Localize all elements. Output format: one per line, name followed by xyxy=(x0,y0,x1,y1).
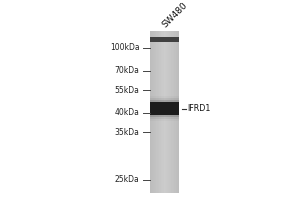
Bar xyxy=(176,31,177,193)
Text: 55kDa: 55kDa xyxy=(115,86,140,95)
Text: 100kDa: 100kDa xyxy=(110,43,140,52)
Text: SW480: SW480 xyxy=(161,1,190,29)
Bar xyxy=(160,31,161,193)
Bar xyxy=(162,31,163,193)
Bar xyxy=(163,31,164,193)
Text: IFRD1: IFRD1 xyxy=(188,104,211,113)
Bar xyxy=(169,31,170,193)
Bar xyxy=(170,31,171,193)
Bar xyxy=(157,31,158,193)
Text: 35kDa: 35kDa xyxy=(115,128,140,137)
Bar xyxy=(153,31,154,193)
Bar xyxy=(174,31,175,193)
Text: 40kDa: 40kDa xyxy=(115,108,140,117)
Bar xyxy=(151,31,152,193)
Bar xyxy=(172,31,173,193)
Bar xyxy=(173,31,174,193)
Bar xyxy=(165,31,166,193)
Bar xyxy=(150,31,151,193)
Bar xyxy=(152,31,153,193)
Bar xyxy=(164,31,165,193)
Text: 25kDa: 25kDa xyxy=(115,175,140,184)
Bar xyxy=(167,31,168,193)
Bar xyxy=(171,31,172,193)
Bar xyxy=(177,31,178,193)
Bar xyxy=(150,100,178,117)
Bar xyxy=(161,31,162,193)
Bar xyxy=(159,31,160,193)
Bar xyxy=(175,31,176,193)
Bar xyxy=(150,98,178,119)
Bar xyxy=(154,31,155,193)
Bar xyxy=(168,31,169,193)
Bar xyxy=(155,31,156,193)
Bar xyxy=(166,31,167,193)
Bar xyxy=(150,37,178,42)
Bar xyxy=(150,102,178,115)
Text: 70kDa: 70kDa xyxy=(115,66,140,75)
Bar xyxy=(158,31,159,193)
Bar xyxy=(150,96,178,121)
Bar xyxy=(156,31,157,193)
